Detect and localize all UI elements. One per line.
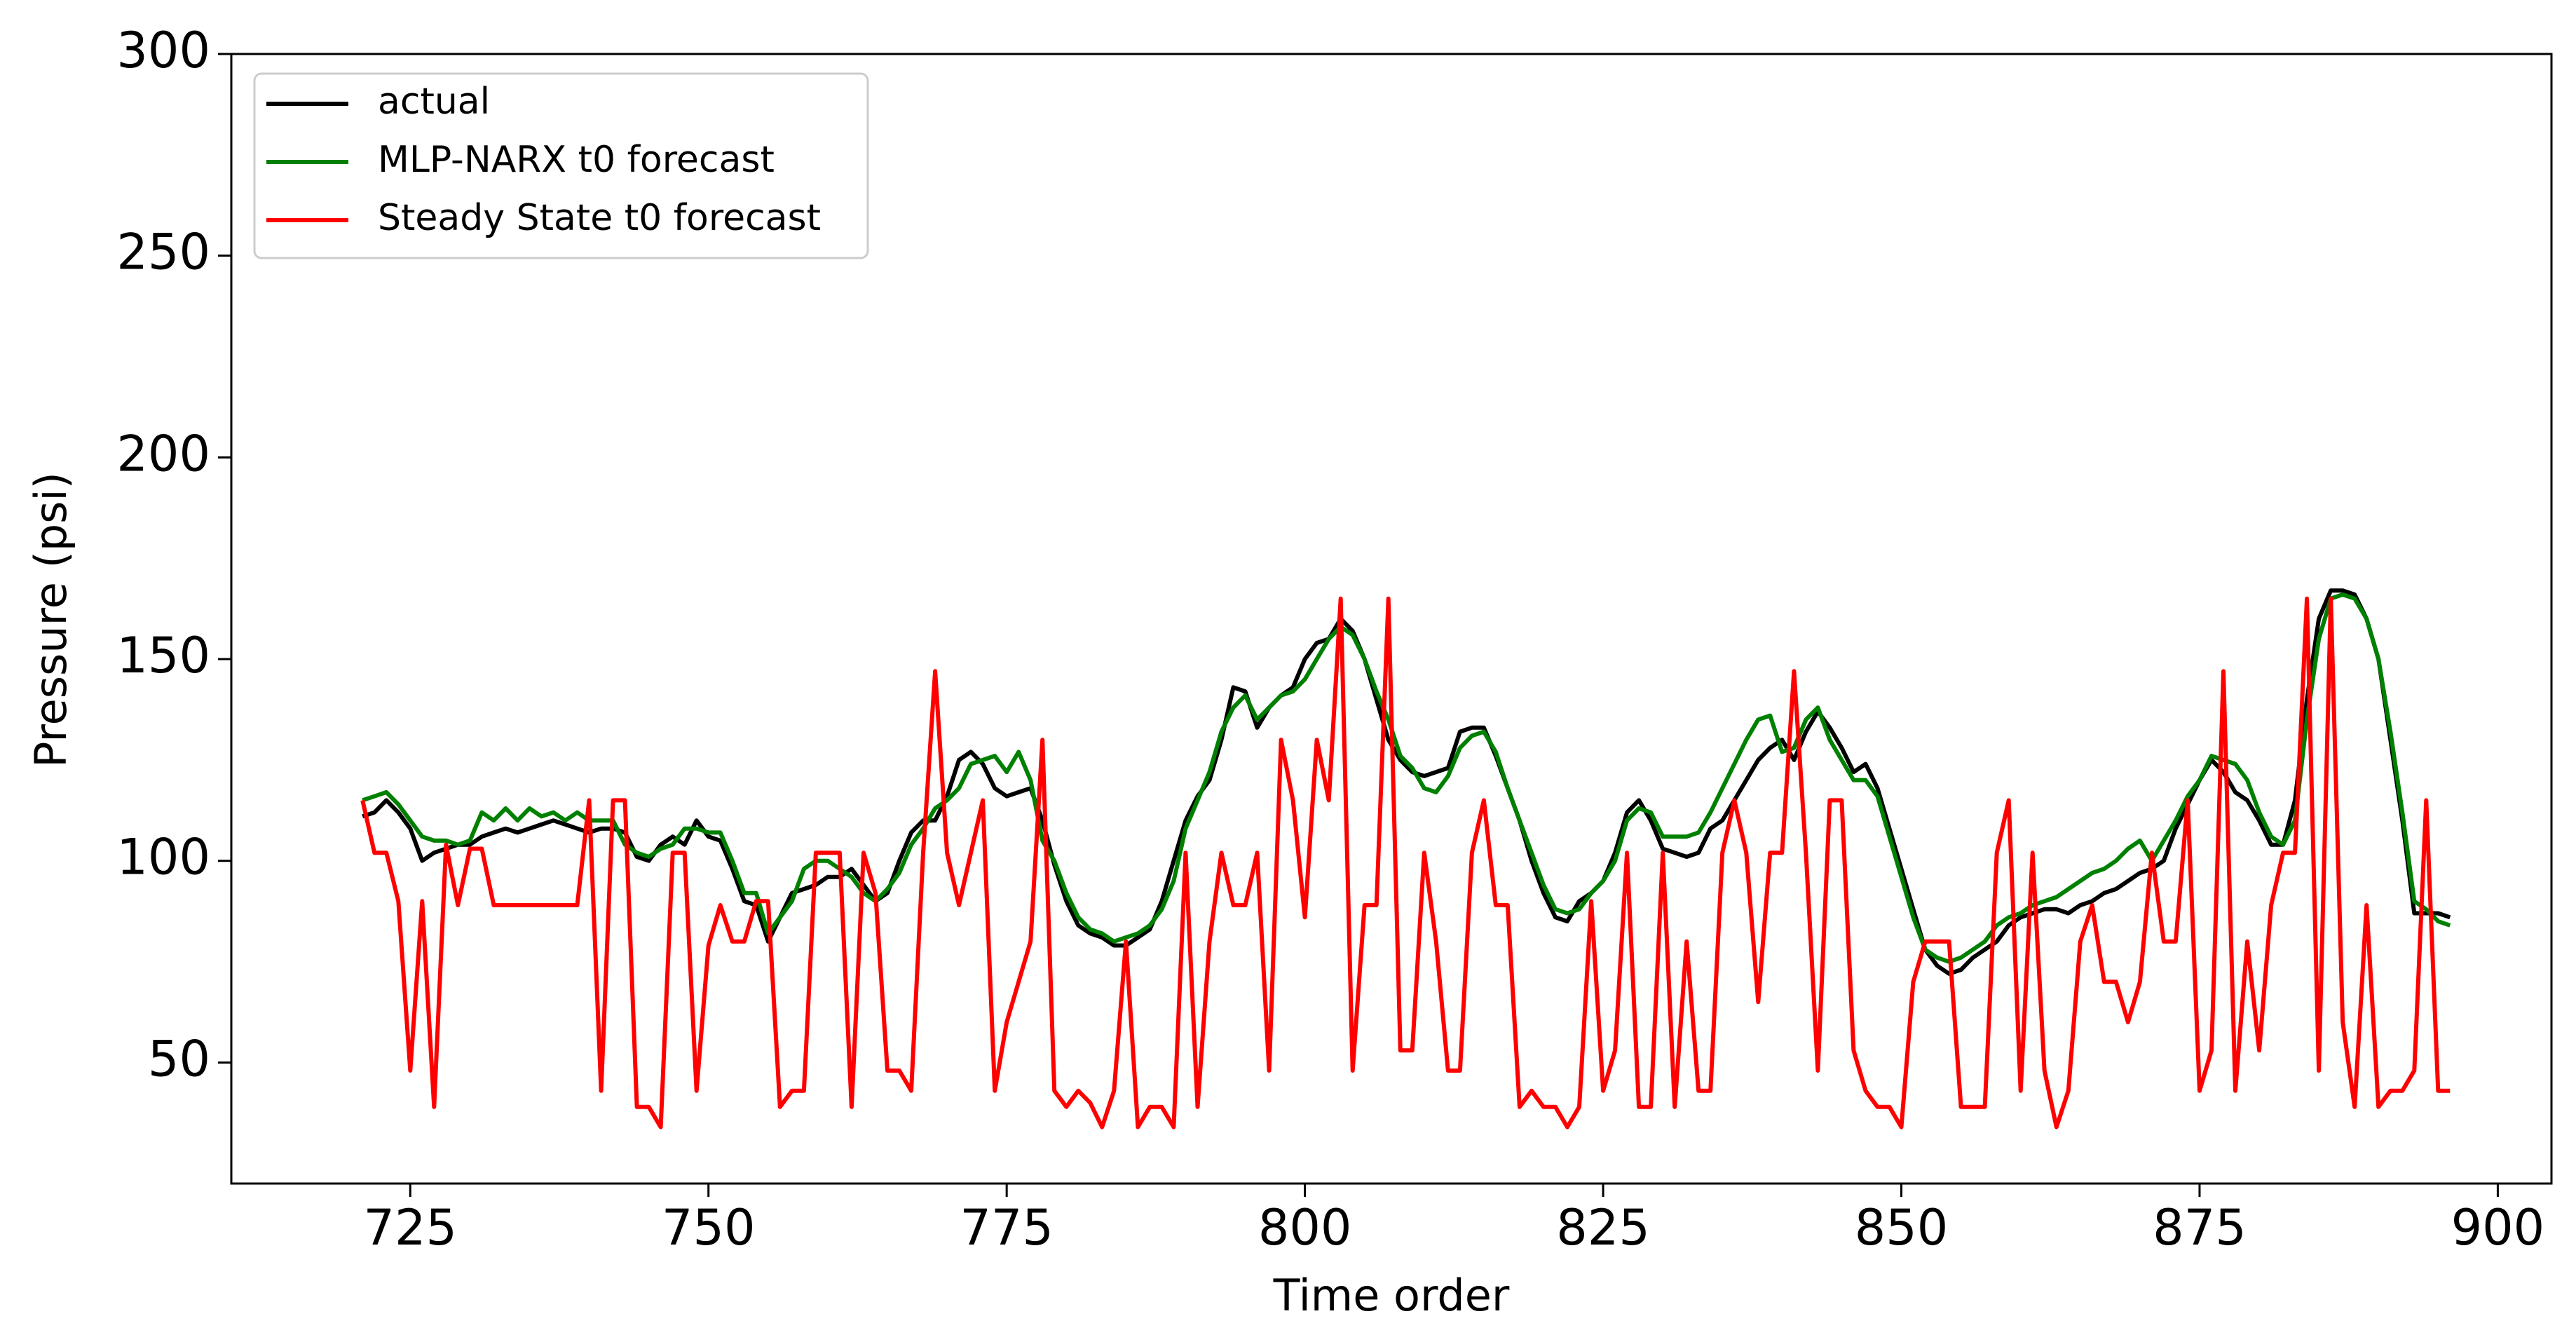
x-tick-label: 875 [2153, 1199, 2247, 1256]
y-tick-label: 50 [148, 1030, 210, 1087]
legend-label: actual [378, 81, 490, 123]
x-tick-label: 900 [2451, 1199, 2545, 1256]
x-tick-label: 750 [662, 1199, 756, 1256]
y-axis-label: Pressure (psi) [25, 472, 76, 768]
y-tick-label: 300 [116, 22, 210, 79]
y-tick-label: 150 [116, 627, 210, 684]
legend-box [253, 72, 869, 259]
series-line [362, 592, 2451, 964]
x-tick-label: 800 [1258, 1199, 1352, 1256]
y-tick-label: 200 [116, 425, 210, 482]
y-tick-label: 250 [116, 224, 210, 281]
x-tick-label: 850 [1855, 1199, 1949, 1256]
series-line [360, 596, 2451, 1130]
x-axis-label: Time order [1273, 1270, 1510, 1321]
series-line [362, 588, 2451, 976]
x-tick-label: 825 [1556, 1199, 1650, 1256]
plot-frame [230, 53, 2553, 1185]
y-tick-label: 100 [116, 829, 210, 886]
legend-label: MLP-NARX t0 forecast [378, 139, 775, 181]
x-tick-label: 775 [960, 1199, 1054, 1256]
legend-label: Steady State t0 forecast [378, 197, 821, 239]
legend: actual MLP-NARX t0 forecast Steady State t… [253, 72, 869, 259]
x-tick-label: 725 [363, 1199, 457, 1256]
